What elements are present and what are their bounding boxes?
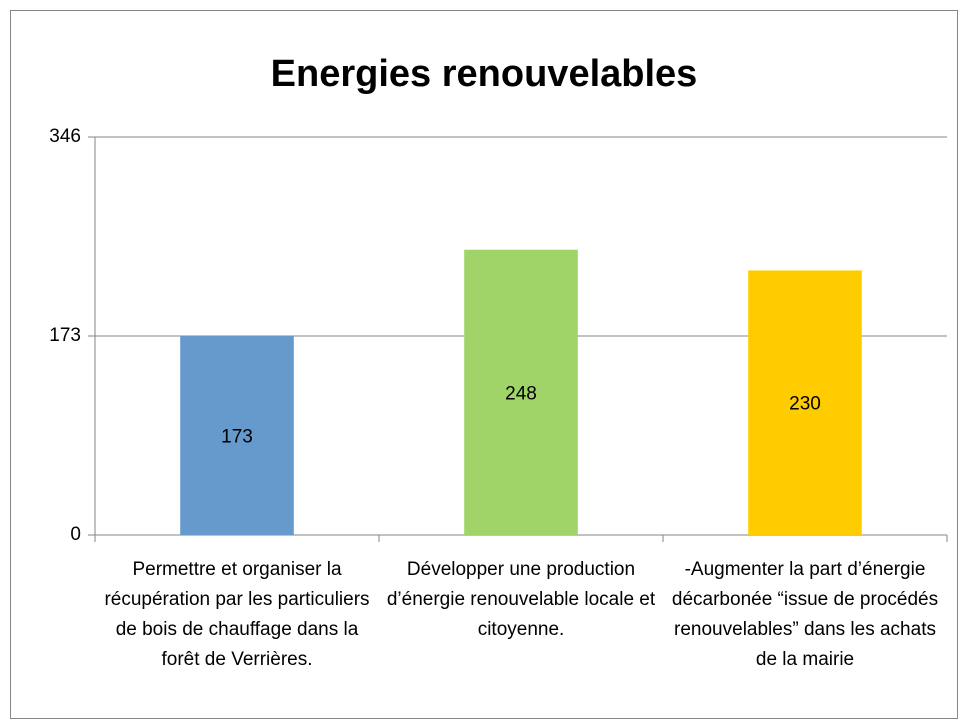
y-tick-label: 346 — [49, 126, 81, 147]
x-tick-label: Développer une production d’énergie reno… — [386, 559, 656, 640]
bar — [180, 336, 294, 535]
y-tick-label: 0 — [70, 524, 81, 545]
data-label: 248 — [505, 383, 537, 404]
data-label: 173 — [221, 427, 253, 448]
y-tick-label: 173 — [49, 325, 81, 346]
x-tick-label: Permettre et organiser la récupération p… — [104, 559, 370, 670]
data-label: 230 — [789, 394, 821, 415]
bar — [748, 270, 862, 535]
chart-title: Energies renouvelables — [271, 53, 698, 95]
x-tick-label: -Augmenter la part d’énergie décarbonée … — [671, 559, 939, 670]
bar — [464, 249, 578, 535]
